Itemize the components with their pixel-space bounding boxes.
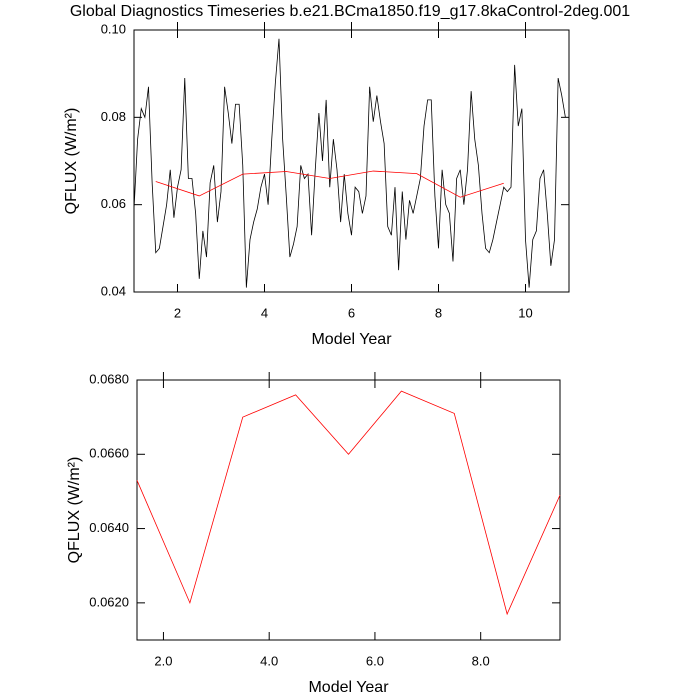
y-tick-label: 0.0680 [89, 371, 129, 386]
plot-frame [133, 29, 570, 293]
x-tick-label: 4.0 [260, 653, 278, 668]
series-line [155, 170, 504, 198]
x-tick-label: 2 [174, 305, 181, 320]
figure-title: Global Diagnostics Timeseries b.e21.BCma… [70, 3, 630, 20]
y-axis-title: QFLUX (W/m²) [63, 108, 80, 215]
series-line [136, 390, 561, 616]
y-tick-label: 0.10 [101, 21, 126, 36]
y-tick-label: 0.0620 [89, 594, 129, 609]
x-tick-label: 6 [348, 305, 355, 320]
x-tick-label: 10 [518, 305, 532, 320]
x-tick-label: 2.0 [154, 653, 172, 668]
y-tick-label: 0.04 [101, 283, 126, 298]
y-tick-label: 0.0660 [89, 446, 129, 461]
y-tick-label: 0.08 [101, 109, 126, 124]
series-line [133, 38, 566, 288]
y-axis-title: QFLUX (W/m²) [66, 457, 83, 564]
y-tick-label: 0.06 [101, 196, 126, 211]
y-tick-label: 0.0640 [89, 520, 129, 535]
x-axis-title: Model Year [311, 331, 392, 348]
x-tick-label: 8 [435, 305, 442, 320]
x-tick-label: 6.0 [366, 653, 384, 668]
x-tick-label: 4 [261, 305, 268, 320]
x-axis-title: Model Year [308, 679, 389, 696]
x-tick-label: 8.0 [472, 653, 490, 668]
plot-frame [136, 379, 561, 641]
